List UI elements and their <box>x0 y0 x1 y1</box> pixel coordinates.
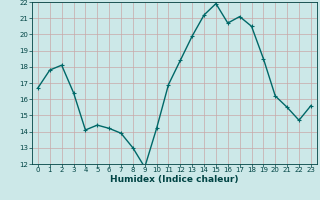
X-axis label: Humidex (Indice chaleur): Humidex (Indice chaleur) <box>110 175 239 184</box>
